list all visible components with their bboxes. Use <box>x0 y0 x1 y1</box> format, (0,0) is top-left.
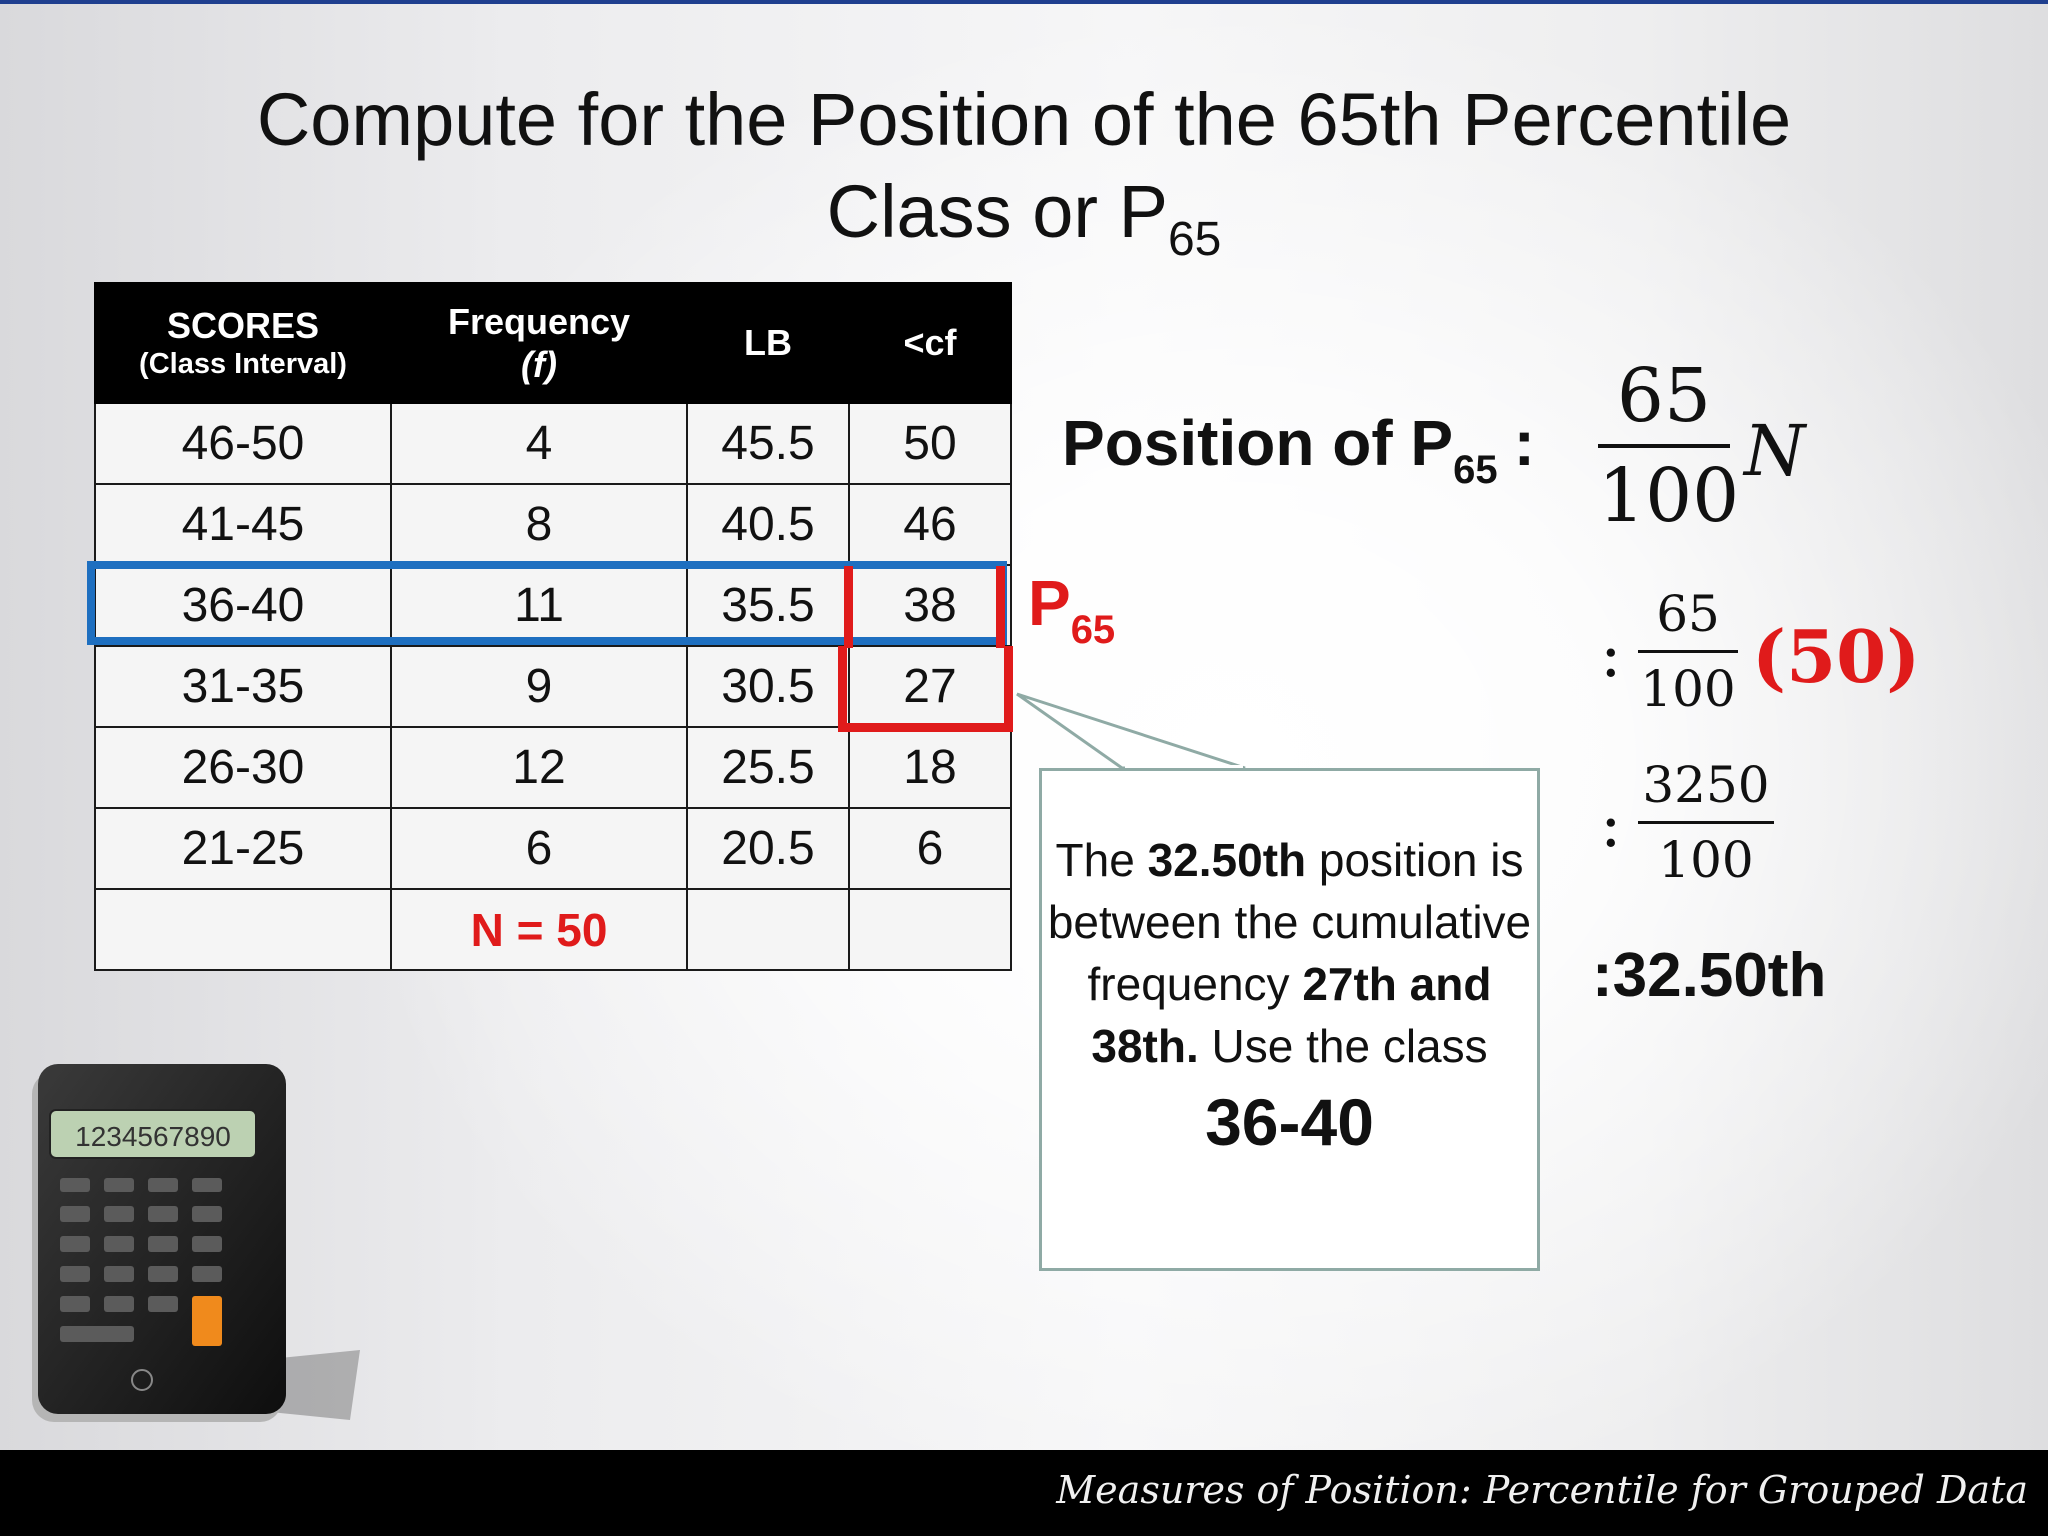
position-label: Position of P65: <box>1062 407 1535 492</box>
cf-highlight-box-lower <box>838 646 1013 732</box>
cell-cf: 50 <box>848 402 1012 485</box>
cell-frequency: 4 <box>390 402 688 485</box>
cell-cf: 38 <box>848 564 1012 647</box>
p65-marker: P65 <box>1028 567 1116 652</box>
slide-title: Compute for the Position of the 65th Per… <box>0 74 2048 286</box>
cell-empty <box>686 888 850 971</box>
cell-empty <box>94 888 392 971</box>
explanation-callout: The 32.50th position is between the cumu… <box>1039 768 1540 1271</box>
cell-frequency: 11 <box>390 564 688 647</box>
header-frequency: Frequency (f) <box>390 282 688 404</box>
fraction-bar <box>1638 821 1774 824</box>
fraction-3250-over-100: 3250 100 <box>1638 757 1774 888</box>
cf-highlight-box-upper <box>844 566 1005 648</box>
colon-2: : <box>1600 618 1622 692</box>
cell-class: 31-35 <box>94 645 392 728</box>
top-accent-line <box>0 0 2048 4</box>
cell-class: 46-50 <box>94 402 392 485</box>
header-lb: LB <box>686 282 850 404</box>
calculator-illustration: 1234567890 <box>32 1064 360 1422</box>
calculator-display: 1234567890 <box>75 1121 231 1152</box>
table-row: 41-45 8 40.5 46 <box>94 483 1012 566</box>
cell-cf: 27 <box>848 645 1012 728</box>
variable-n: N <box>1744 410 1806 492</box>
cell-frequency: 12 <box>390 726 688 809</box>
fraction-65-over-100: 65 100 <box>1598 353 1740 539</box>
table-row: 31-35 9 30.5 27 <box>94 645 1012 728</box>
cell-lb: 25.5 <box>686 726 850 809</box>
title-line-1: Compute for the Position of the 65th Per… <box>256 78 1792 161</box>
table-total-row: N = 50 <box>94 888 1012 971</box>
header-scores: SCORES (Class Interval) <box>94 282 392 404</box>
table-row: 21-25 6 20.5 6 <box>94 807 1012 890</box>
table-row-highlighted: 36-40 11 35.5 38 <box>94 564 1012 647</box>
table-header-row: SCORES (Class Interval) Frequency (f) LB… <box>94 282 1012 404</box>
cell-class: 41-45 <box>94 483 392 566</box>
colon-3: : <box>1600 788 1622 862</box>
table-row: 46-50 4 45.5 50 <box>94 402 1012 485</box>
table-row: 26-30 12 25.5 18 <box>94 726 1012 809</box>
frequency-table: SCORES (Class Interval) Frequency (f) LB… <box>94 282 1012 971</box>
fraction-bar <box>1598 444 1730 448</box>
cell-cf: 6 <box>848 807 1012 890</box>
cell-frequency: 8 <box>390 483 688 566</box>
position-result: :32.50th <box>1592 941 1827 1010</box>
cell-class: 21-25 <box>94 807 392 890</box>
footer-caption: Measures of Position: Percentile for Gro… <box>1056 1468 2028 1512</box>
cell-frequency: 9 <box>390 645 688 728</box>
title-line-2: Class or P65 <box>826 170 1222 266</box>
cell-cf: 46 <box>848 483 1012 566</box>
fraction-65-over-100-b: 65 100 <box>1638 586 1738 717</box>
cell-class: 36-40 <box>94 564 392 647</box>
footer-bar: Measures of Position: Percentile for Gro… <box>0 1450 2048 1536</box>
header-cf: <cf <box>848 282 1012 404</box>
cell-class: 26-30 <box>94 726 392 809</box>
fraction-bar <box>1638 650 1738 653</box>
cell-lb: 45.5 <box>686 402 850 485</box>
total-n: N = 50 <box>390 888 688 971</box>
cell-frequency: 6 <box>390 807 688 890</box>
cell-lb: 30.5 <box>686 645 850 728</box>
cell-empty <box>848 888 1012 971</box>
cell-lb: 20.5 <box>686 807 850 890</box>
multiplier-n-value: (50) <box>1752 614 1921 699</box>
